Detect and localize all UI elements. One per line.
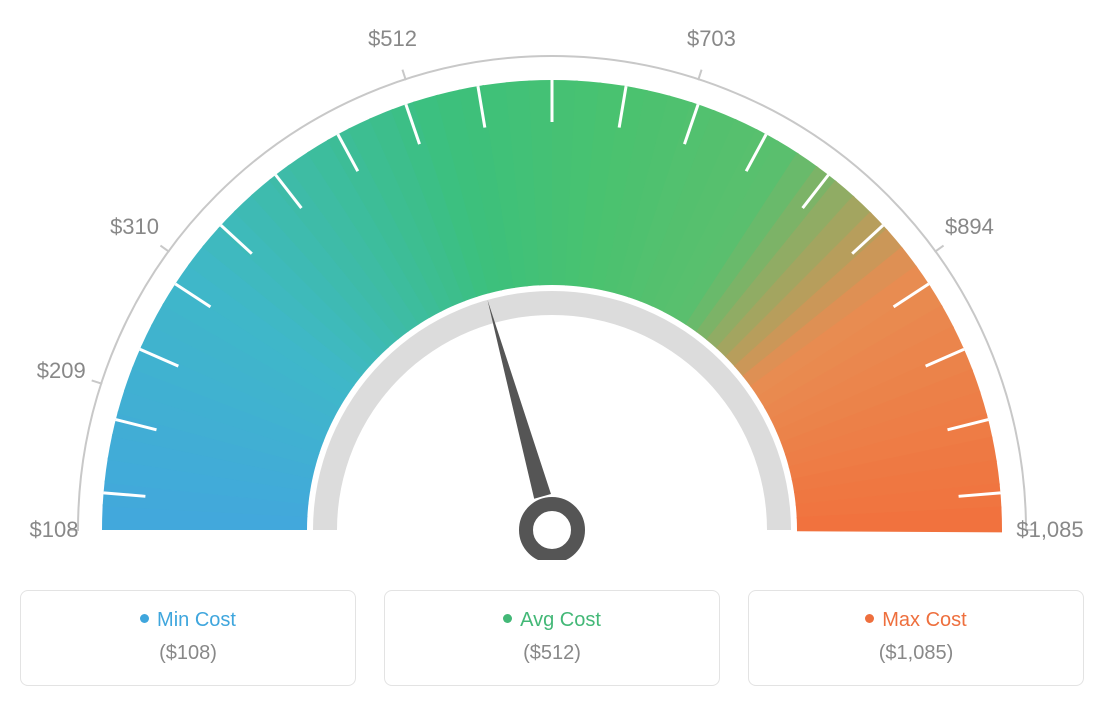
legend-row: Min Cost ($108) Avg Cost ($512) Max Cost ($1,…	[20, 590, 1084, 686]
legend-label: Avg Cost	[520, 609, 601, 631]
legend-card: Min Cost ($108)	[20, 590, 356, 686]
legend-value: ($108)	[21, 642, 355, 665]
gauge-needle	[487, 300, 550, 499]
gauge-tick-label: $894	[945, 214, 994, 240]
legend-dot-icon	[865, 614, 874, 623]
gauge-tick-label: $512	[368, 26, 417, 52]
gauge-outer-tick	[160, 246, 169, 252]
legend-card: Max Cost ($1,085)	[748, 590, 1084, 686]
legend-dot-icon	[503, 614, 512, 623]
legend-card: Avg Cost ($512)	[384, 590, 720, 686]
gauge-tick-label: $108	[30, 517, 79, 543]
gauge-svg	[20, 20, 1084, 560]
gauge-tick-label: $310	[110, 214, 159, 240]
legend-value: ($1,085)	[749, 642, 1083, 665]
gauge-needle-hub	[526, 504, 578, 556]
legend-value: ($512)	[385, 642, 719, 665]
gauge-tick-label: $1,085	[1016, 517, 1083, 543]
gauge-outer-tick	[935, 246, 944, 252]
legend-title: Max Cost	[749, 609, 1083, 632]
legend-label: Min Cost	[157, 609, 236, 631]
legend-title: Avg Cost	[385, 609, 719, 632]
gauge-tick-label: $209	[37, 358, 86, 384]
cost-gauge-chart: $108 $209 $310 $512 $703 $894 $1,085	[20, 20, 1084, 560]
legend-label: Max Cost	[882, 609, 966, 631]
legend-dot-icon	[140, 614, 149, 623]
gauge-tick-label: $703	[687, 26, 736, 52]
legend-title: Min Cost	[21, 609, 355, 632]
